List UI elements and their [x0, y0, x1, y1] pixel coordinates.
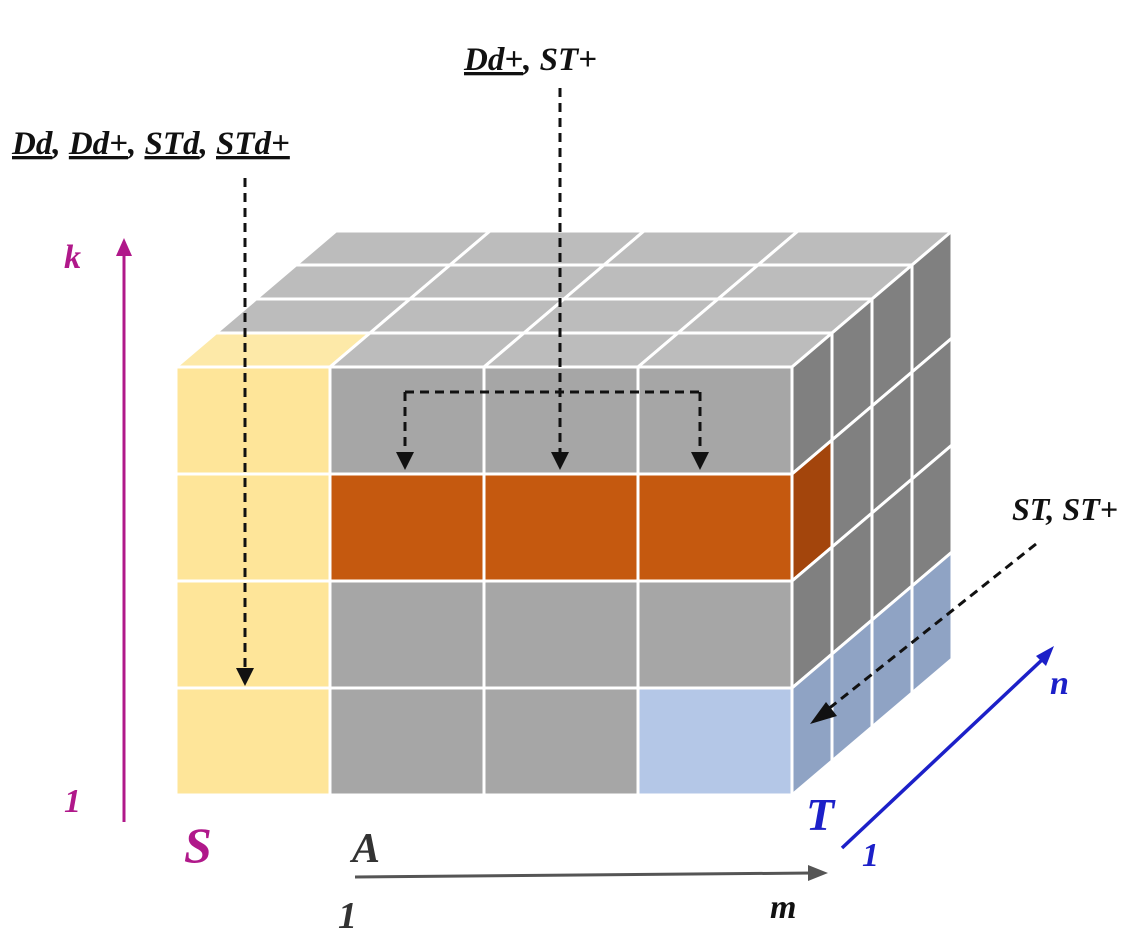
- t-label: T: [806, 789, 836, 840]
- cube-top-face: [174, 229, 954, 369]
- cube-front-cell: [636, 686, 794, 797]
- n-axis-start-label: 1: [862, 837, 879, 874]
- cube-front-cell: [636, 472, 794, 583]
- annotation-top-center: Dd+, ST+: [463, 42, 597, 78]
- m-axis-arrow: [354, 865, 828, 881]
- cube-front-cell: [174, 579, 332, 690]
- cube-front-cell: [636, 579, 794, 690]
- annotation-separator: ,: [51, 126, 69, 162]
- a-label: A: [349, 826, 380, 872]
- cube-front-cell: [482, 472, 640, 583]
- s-label: S: [184, 817, 212, 873]
- annotation-term: STd: [144, 126, 200, 162]
- m-axis-start-label: 1: [338, 895, 357, 936]
- cube-front-cell: [328, 686, 486, 797]
- annotation-separator: ,: [199, 126, 217, 162]
- k-axis-label: k: [64, 239, 81, 276]
- annotation-term: STd+: [216, 126, 290, 162]
- n-axis-end-label: n: [1050, 665, 1069, 702]
- cube-front-cell: [328, 472, 486, 583]
- cube-right-face: [790, 229, 954, 797]
- cube-front-cell: [482, 686, 640, 797]
- annotation-term: Dd+: [68, 126, 128, 162]
- annotation-top-left: Dd, Dd+, STd, STd+: [11, 126, 290, 162]
- annotation-separator: ,: [127, 126, 145, 162]
- m-axis-end-label: m: [770, 889, 796, 926]
- cube-front-cell: [328, 579, 486, 690]
- annotation-term: Dd+: [463, 42, 523, 78]
- k-axis-start-label: 1: [64, 783, 81, 820]
- cube-front-cell: [174, 686, 332, 797]
- cube-front-cell: [174, 472, 332, 583]
- dashed-arrow-left: [236, 178, 254, 686]
- k-axis-arrow: [116, 238, 132, 822]
- cube-front-cell: [482, 579, 640, 690]
- dashed-arrow-center: [396, 88, 709, 470]
- n-axis-arrow: [840, 646, 1054, 850]
- annotation-right: ST, ST+: [1012, 491, 1118, 527]
- cube-front-cell: [636, 365, 794, 476]
- cube-front-face: [174, 365, 794, 797]
- cube-front-cell: [174, 365, 332, 476]
- annotation-term: , ST+: [522, 42, 597, 78]
- annotation-term: Dd: [11, 126, 53, 162]
- dashed-arrow-right: [810, 542, 1037, 724]
